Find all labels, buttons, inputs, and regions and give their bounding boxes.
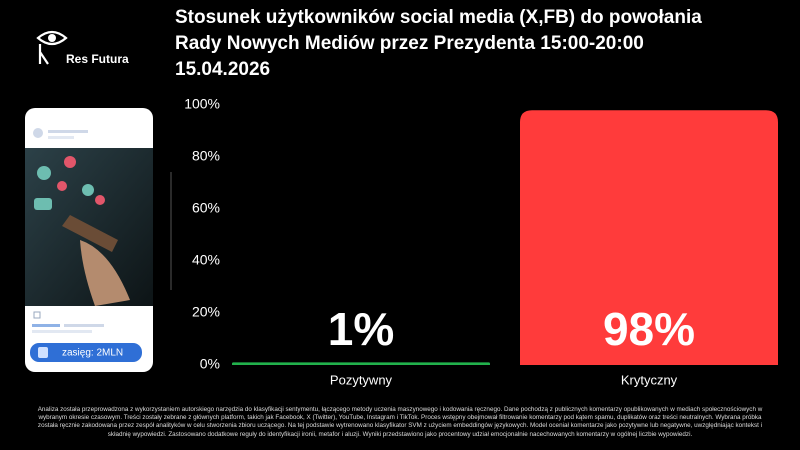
y-tick-label: 40% [192, 252, 220, 268]
value-label: 98% [603, 303, 695, 355]
y-tick-label: 80% [192, 148, 220, 164]
phone-illustration: zasięg: 2MLN [25, 108, 153, 372]
brand: Res Futura [66, 52, 129, 66]
title-line: Rady Nowych Mediów przez Prezydenta 15:0… [175, 33, 644, 54]
logo: Res Futura [36, 30, 129, 66]
title-line: 15.04.2026 [175, 59, 270, 80]
bar [232, 362, 490, 365]
y-tick-label: 0% [200, 356, 220, 372]
title-line: Stosunek użytkowników social media (X,FB… [175, 7, 702, 28]
y-tick-label: 20% [192, 304, 220, 320]
title: Stosunek użytkowników social media (X,FB… [175, 7, 702, 80]
y-tick-label: 100% [184, 96, 220, 112]
y-tick-label: 60% [192, 200, 220, 216]
footnote: Analiza została przeprowadzona z wykorzy… [37, 406, 763, 438]
x-tick-label: Krytyczny [621, 372, 678, 387]
reach-label: zasięg: 2MLN [62, 348, 123, 359]
x-tick-label: Pozytywny [330, 372, 393, 387]
bar [520, 110, 778, 365]
value-label: 1% [328, 303, 394, 355]
